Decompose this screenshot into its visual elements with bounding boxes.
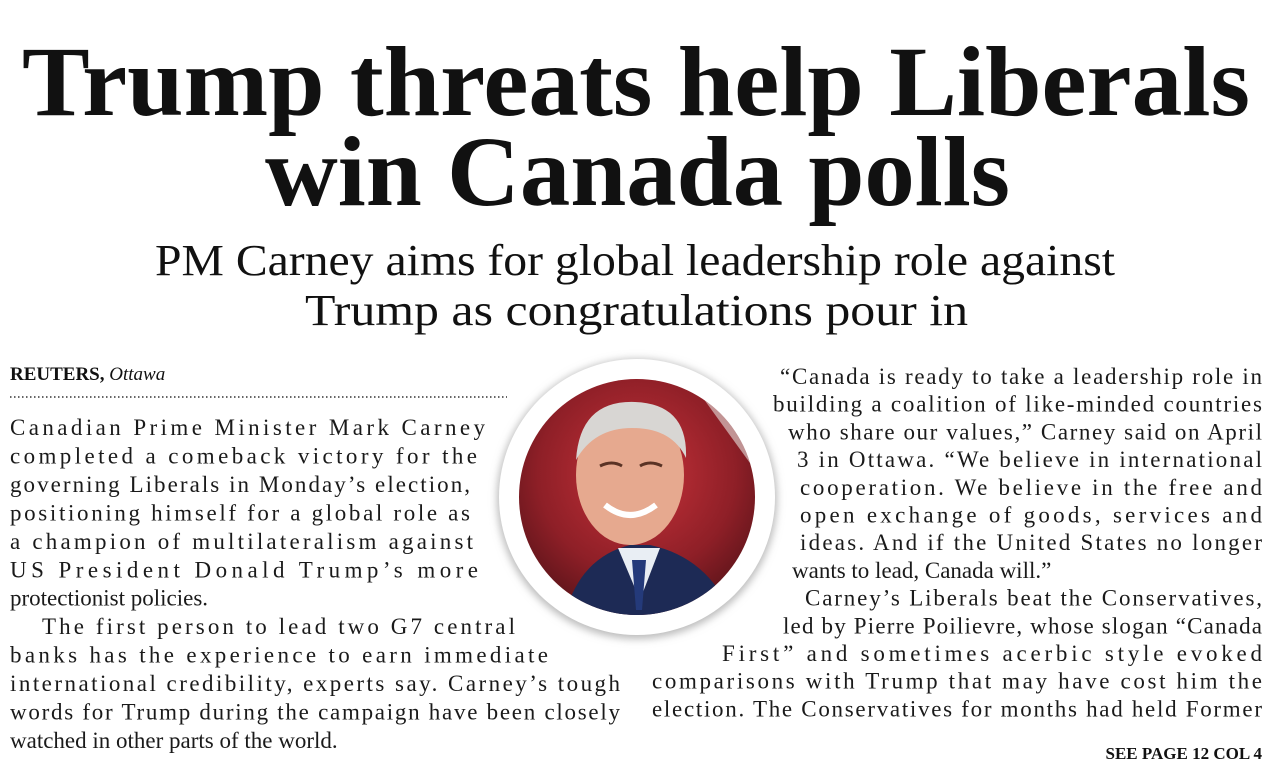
- body-line: ideas. And if the United States no longe…: [800, 530, 1262, 555]
- subheadline-line: Trump as congratulations pour in: [305, 286, 968, 335]
- headline-line: win Canada polls: [265, 116, 1010, 227]
- byline-place: Ottawa: [109, 364, 165, 385]
- body-line: wants to lead, Canada will.”: [792, 558, 1051, 583]
- byline-agency: REUTERS,: [10, 364, 105, 385]
- photo: [497, 359, 777, 639]
- body-line: international credibility, experts say. …: [10, 671, 620, 696]
- body-line: open exchange of goods, services and: [800, 503, 1263, 528]
- body-line: governing Liberals in Monday’s election,: [10, 472, 470, 497]
- body-line: The first person to lead two G7 central: [42, 614, 515, 639]
- body-line: protectionist policies.: [10, 586, 208, 611]
- body-line: completed a comeback victory for the: [10, 443, 477, 468]
- body-line: led by Pierre Poilievre, whose slogan “C…: [783, 613, 1262, 638]
- body-line: Carney’s Liberals beat the Conservatives…: [805, 586, 1262, 611]
- jump-line: SEE PAGE 12 COL 4: [1106, 744, 1263, 763]
- body-line: banks has the experience to earn immedia…: [10, 643, 548, 668]
- body-line: election. The Conservatives for months h…: [652, 696, 1262, 721]
- body-line: a champion of multilateralism against: [10, 529, 474, 554]
- body-line: cooperation. We believe in the free and: [800, 475, 1263, 500]
- byline: REUTERS, Ottawa: [10, 364, 165, 385]
- body-line: who share our values,” Carney said on Ap…: [788, 419, 1262, 444]
- body-line: watched in other parts of the world.: [10, 728, 338, 753]
- body-line: comparisons with Trump that may have cos…: [652, 669, 1262, 694]
- body-line: First” and sometimes acerbic style evoke…: [722, 641, 1263, 666]
- subheadline-line: PM Carney aims for global leadership rol…: [155, 236, 1115, 285]
- body-line: positioning himself for a global role as: [10, 500, 470, 525]
- body-line: “Canada is ready to take a leadership ro…: [780, 364, 1263, 389]
- body-line: building a coalition of like-minded coun…: [773, 392, 1262, 417]
- headline-line: Trump threats help Liberals: [22, 26, 1250, 137]
- body-line: Canadian Prime Minister Mark Carney: [10, 415, 486, 440]
- body-line: 3 in Ottawa. “We believe in internationa…: [797, 447, 1262, 472]
- body-line: US President Donald Trump’s more: [10, 557, 478, 582]
- body-line: words for Trump during the campaign have…: [10, 700, 621, 725]
